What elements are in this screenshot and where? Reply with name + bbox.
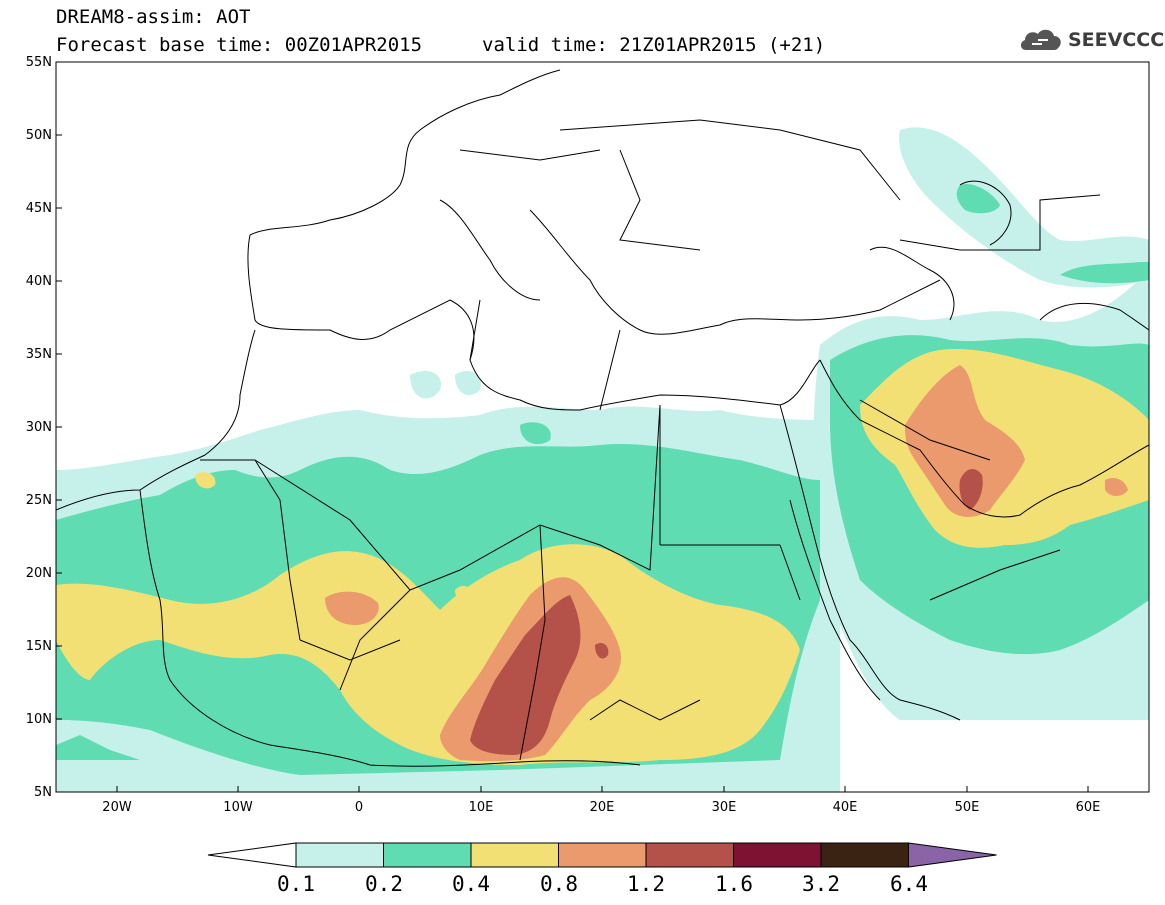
lat-label-25n: 25N: [25, 493, 52, 508]
lat-label-30n: 30N: [25, 420, 52, 435]
colorbar-label-1.6: 1.6: [715, 872, 753, 896]
lon-label-30e: 30E: [711, 800, 737, 815]
map-title: DREAM8-assim: AOT: [56, 6, 251, 28]
lat-label-15n: 15N: [25, 639, 52, 654]
colorbar-label-1.2: 1.2: [627, 872, 665, 896]
lon-label-50e: 50E: [954, 800, 980, 815]
lon-label-10e: 10E: [468, 800, 494, 815]
lat-label-55n: 55N: [25, 55, 52, 70]
lon-label-20e: 20E: [589, 800, 615, 815]
lat-label-10n: 10N: [25, 712, 52, 727]
valid-time: valid time: 21Z01APR2015 (+21): [482, 34, 826, 56]
forecast-base-time: Forecast base time: 00Z01APR2015: [56, 34, 423, 56]
lat-label-50n: 50N: [25, 128, 52, 143]
aot-level-1.2: [470, 468, 983, 755]
colorbar-label-6.4: 6.4: [890, 872, 928, 896]
lon-label-10w: 10W: [223, 800, 253, 815]
colorbar-label-0.8: 0.8: [540, 872, 578, 896]
lon-label-20w: 20W: [102, 800, 132, 815]
ticks: [56, 61, 1089, 792]
lat-label-40n: 40N: [25, 274, 52, 289]
cloud-icon: [1020, 29, 1061, 50]
colorbar-label-0.1: 0.1: [277, 872, 315, 896]
colorbar-label-3.2: 3.2: [802, 872, 840, 896]
lon-label-0: 0: [354, 800, 364, 815]
colorbar-label-0.4: 0.4: [452, 872, 490, 896]
logo-text: SEEVCCC: [1068, 29, 1165, 51]
lon-label-60e: 60E: [1075, 800, 1101, 815]
seevccc-logo: SEEVCCC: [1018, 24, 1164, 56]
lat-label-20n: 20N: [25, 566, 52, 581]
lon-label-40e: 40E: [832, 800, 858, 815]
lat-label-5n: 5N: [34, 785, 52, 800]
coastlines: [56, 69, 1149, 767]
colorbar-label-0.2: 0.2: [365, 872, 403, 896]
lat-label-45n: 45N: [25, 201, 52, 216]
lat-label-35n: 35N: [25, 347, 52, 362]
